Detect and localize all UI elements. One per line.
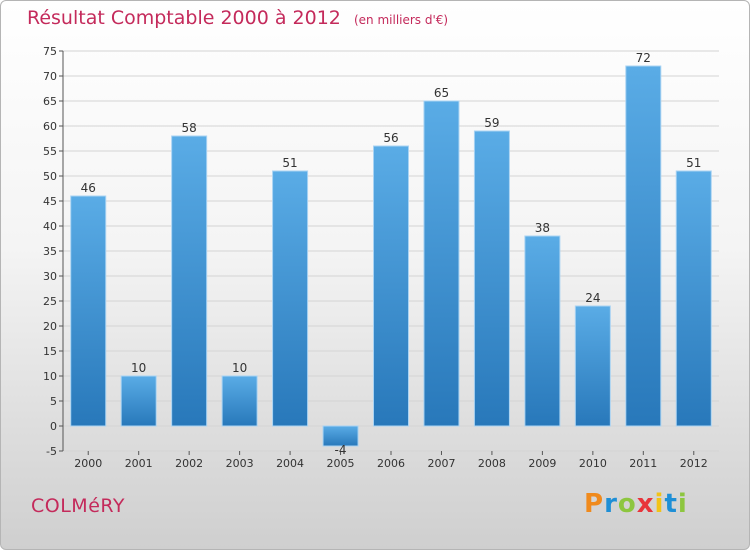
y-tick-label: 10 <box>43 370 57 383</box>
labels: -5 0 5 10 15 20 25 30 35 40 45 50 55 60 65 70 75 46 2000 10… <box>43 45 708 470</box>
bar[interactable] <box>322 425 359 447</box>
chart-title-unit: (en milliers d'€) <box>353 13 449 27</box>
data-label: 56 <box>383 131 398 145</box>
data-label: 59 <box>484 116 499 130</box>
y-tick-label: 5 <box>50 395 57 408</box>
bar[interactable] <box>70 195 107 427</box>
y-tick-label: 70 <box>43 70 57 83</box>
x-tick-label: 2009 <box>528 457 556 470</box>
bar[interactable] <box>524 235 561 427</box>
y-tick-label: 65 <box>43 95 57 108</box>
commune-name: COLMéRY <box>31 495 125 517</box>
x-tick-label: 2008 <box>478 457 506 470</box>
y-tick-label: 75 <box>43 45 57 58</box>
x-tick-label: 2012 <box>680 457 708 470</box>
brand-letter: t <box>664 489 678 519</box>
x-tick-label: 2011 <box>629 457 657 470</box>
y-tick-label: 20 <box>43 320 57 333</box>
x-tick-label: 2002 <box>175 457 203 470</box>
data-label: 10 <box>232 361 247 375</box>
data-label: -4 <box>335 443 347 457</box>
data-label: 51 <box>686 156 701 170</box>
y-tick-label: 55 <box>43 145 57 158</box>
brand-letter: x <box>636 489 655 519</box>
brand-letter: o <box>617 489 637 519</box>
bar[interactable] <box>221 375 258 427</box>
proxiti-logo[interactable]: Proxiti <box>584 489 688 519</box>
x-tick-label: 2003 <box>226 457 254 470</box>
data-label: 10 <box>131 361 146 375</box>
axes <box>59 50 695 455</box>
y-tick-label: 40 <box>43 220 57 233</box>
y-tick-label: 45 <box>43 195 57 208</box>
data-label: 65 <box>434 86 449 100</box>
y-tick-label: 50 <box>43 170 57 183</box>
bar[interactable] <box>272 170 309 427</box>
x-tick-label: 2005 <box>327 457 355 470</box>
y-tick-label: 60 <box>43 120 57 133</box>
x-tick-label: 2004 <box>276 457 304 470</box>
y-tick-label: 25 <box>43 295 57 308</box>
bar[interactable] <box>120 375 157 427</box>
brand-letter: i <box>654 489 665 519</box>
y-tick-label: 30 <box>43 270 57 283</box>
y-tick-label: -5 <box>46 445 57 458</box>
bar[interactable] <box>574 305 611 427</box>
brand-letter: r <box>604 489 618 519</box>
bar[interactable] <box>423 100 460 427</box>
data-label: 24 <box>585 291 600 305</box>
chart-title: Résultat Comptable 2000 à 2012 (en milli… <box>27 7 448 29</box>
data-label: 51 <box>282 156 297 170</box>
data-label: 58 <box>182 121 197 135</box>
bars <box>70 65 712 447</box>
y-tick-label: 0 <box>50 420 57 433</box>
bar[interactable] <box>373 145 409 427</box>
chart-title-main: Résultat Comptable 2000 à 2012 <box>27 7 341 29</box>
x-tick-label: 2010 <box>579 457 607 470</box>
bar[interactable] <box>473 130 510 427</box>
x-tick-label: 2007 <box>427 457 455 470</box>
brand-letter: P <box>584 489 605 519</box>
data-label: 38 <box>535 221 550 235</box>
bar[interactable] <box>171 135 208 427</box>
bar[interactable] <box>675 170 712 427</box>
data-label: 46 <box>81 181 96 195</box>
x-tick-label: 2000 <box>74 457 102 470</box>
y-tick-label: 15 <box>43 345 57 358</box>
bar[interactable] <box>625 65 662 427</box>
x-tick-label: 2001 <box>125 457 153 470</box>
brand-letter: i <box>677 489 688 519</box>
data-label: 72 <box>636 51 651 65</box>
x-tick-label: 2006 <box>377 457 405 470</box>
y-tick-label: 35 <box>43 245 57 258</box>
